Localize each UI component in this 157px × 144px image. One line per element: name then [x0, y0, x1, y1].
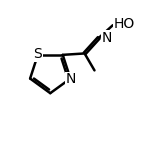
- Text: N: N: [101, 31, 112, 45]
- Text: S: S: [33, 47, 42, 61]
- Text: HO: HO: [114, 17, 135, 31]
- Text: N: N: [65, 72, 76, 86]
